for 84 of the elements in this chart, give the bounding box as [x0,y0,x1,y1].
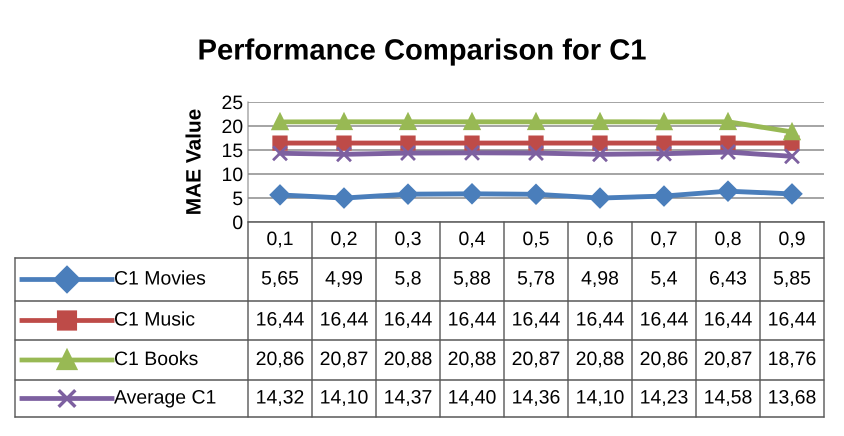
x-tick-label: 0,2 [331,231,357,248]
data-label: 13,68 [769,390,816,406]
y-tick-label: 25 [222,95,242,110]
legend-label: Average C1 [114,390,216,408]
y-tick-label: 5 [233,192,242,206]
data-label: 6,43 [710,270,746,288]
data-label: 5,8 [395,270,421,288]
data-label: 14,32 [257,390,304,406]
data-label: 20,86 [640,351,688,368]
y-tick-label: 0 [233,215,242,230]
data-label: 14,10 [577,390,624,406]
data-label: 5,65 [262,270,298,288]
data-label: 20,87 [704,351,752,368]
data-label: 16,44 [257,312,304,328]
point [720,144,736,160]
x-tick-label: 0,8 [715,231,741,248]
data-label: 5,78 [518,270,554,288]
point [784,148,800,165]
data-label: 16,44 [705,312,752,328]
point [272,144,288,162]
point [718,180,738,202]
data-label: 4,98 [582,270,618,288]
x-tick-label: 0,3 [395,231,421,248]
point [592,113,608,130]
point [654,186,674,206]
x-tick-label: 0,5 [523,231,549,248]
data-label: 20,86 [256,351,304,368]
data-label: 18,76 [769,351,816,368]
data-label: 14,23 [641,390,688,406]
data-label: 16,44 [577,312,624,328]
point [528,144,544,162]
data-label: 5,85 [774,270,810,288]
data-label: 14,58 [705,390,752,406]
data-label: 14,37 [385,390,432,406]
point [526,184,546,204]
data-label: 20,88 [448,351,496,368]
point [720,113,736,130]
data-label: 16,44 [449,312,496,328]
chart-title: Performance Comparison for C1 [199,38,646,66]
data-label: 16,44 [769,312,816,328]
data-label: 16,44 [321,312,368,328]
point [462,184,482,204]
y-tick-label: 10 [222,167,242,182]
point [592,146,608,163]
point [336,146,352,163]
point [464,113,480,130]
data-label: 20,88 [576,351,624,368]
data-label: 16,44 [385,312,432,328]
legend-label: C1 Music [114,311,195,326]
point [656,114,672,130]
point [528,113,544,130]
point [272,114,288,130]
x-tick-label: 0,9 [779,231,805,248]
y-tick-label: 15 [222,144,242,158]
legend-label: C1 Movies [114,270,206,285]
data-label: 14,10 [321,390,368,406]
data-label: 14,40 [449,390,496,406]
point [270,184,290,206]
point [464,144,480,162]
x-tick-label: 0,6 [587,231,613,248]
point [782,184,802,204]
point [336,113,352,130]
data-label: 20,87 [512,351,560,368]
data-label: 14,36 [513,390,560,406]
point [656,145,672,162]
data-label: 20,87 [320,351,368,368]
point [784,124,800,140]
x-tick-label: 0,7 [651,231,677,248]
point [334,188,354,208]
point [400,113,416,130]
y-tick-label: 20 [222,119,242,134]
data-label: 16,44 [513,312,560,328]
point [398,184,418,204]
point [400,144,416,162]
data-label: 16,44 [641,312,688,328]
data-label: 20,88 [384,351,432,368]
data-label: 5,4 [651,271,677,288]
data-label: 4,99 [326,270,362,288]
y-axis-title: MAE Value [185,109,201,214]
x-tick-label: 0,4 [459,231,485,248]
x-tick-label: 0,1 [267,231,293,248]
data-label: 5,88 [454,270,490,288]
point [590,188,610,208]
legend-label: C1 Books [114,350,198,366]
